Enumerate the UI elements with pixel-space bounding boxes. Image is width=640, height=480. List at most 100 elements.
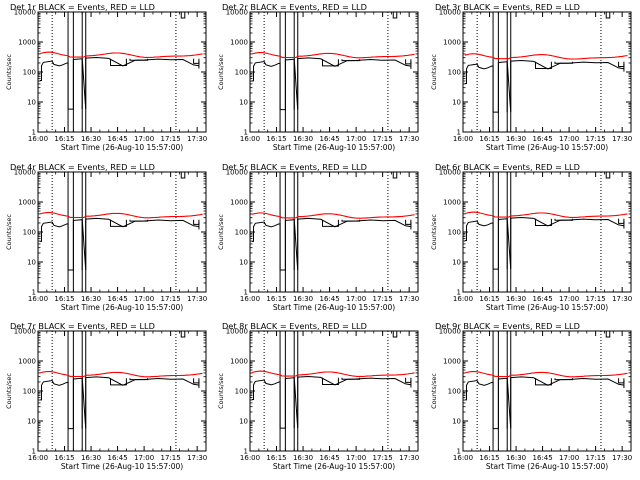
y-tick-label: 100 [448, 388, 461, 396]
plot-frame [37, 330, 207, 452]
top-bracket-marker [392, 12, 398, 19]
lld-series-line [464, 211, 628, 218]
x-tick-label: 16:45 [319, 295, 339, 303]
x-tick-label: 17:00 [559, 454, 579, 462]
y-tick-label: 10 [27, 99, 36, 107]
y-tick-label: 10000 [14, 169, 36, 177]
events-dip-segment [193, 219, 200, 225]
x-tick-label: 16:45 [532, 135, 552, 143]
x-tick-label: 17:00 [559, 135, 579, 143]
plot-title: Det 8r BLACK = Events, RED = LLD [222, 321, 367, 331]
plot-frame [37, 171, 207, 293]
x-tick-label: 16:30 [81, 135, 101, 143]
x-tick-label: 16:45 [107, 454, 127, 462]
events-series-line [251, 217, 411, 271]
x-tick-label: 17:30 [612, 135, 632, 143]
lld-series-line [464, 53, 628, 60]
events-dip-segment [554, 61, 574, 64]
events-dip-segment [193, 58, 200, 64]
y-tick-label: 10 [27, 259, 36, 267]
x-tick-label: 16:45 [532, 454, 552, 462]
x-tick-label: 17:30 [399, 295, 419, 303]
y-tick-label: 10000 [14, 9, 36, 17]
plot-frame [462, 330, 632, 452]
x-tick-label: 16:00 [453, 295, 473, 303]
x-axis-label: Start Time (26-Aug-10 15:57:00) [486, 303, 608, 312]
events-series-line [464, 376, 624, 430]
x-tick-label: 16:30 [81, 295, 101, 303]
y-tick-label: 1000 [18, 199, 36, 207]
x-tick-label: 17:30 [187, 295, 207, 303]
plot-det-4: Det 4r BLACK = Events, RED = LLD Counts/s… [5, 162, 207, 312]
y-axis-label: Counts/sec [5, 214, 13, 250]
events-dip-segment [405, 59, 412, 65]
x-tick-label: 16:15 [479, 295, 499, 303]
x-tick-label: 17:00 [134, 454, 154, 462]
events-dip-segment [535, 218, 552, 226]
events-dip-segment [535, 378, 552, 386]
x-tick-label: 16:00 [240, 135, 260, 143]
y-tick-label: 1 [32, 129, 36, 137]
y-tick-label: 100 [23, 388, 36, 396]
x-tick-label: 17:15 [586, 454, 606, 462]
y-tick-label: 10 [452, 259, 461, 267]
plot-title: Det 5r BLACK = Events, RED = LLD [222, 162, 367, 172]
y-tick-label: 10000 [226, 328, 248, 336]
lld-series-line [39, 51, 203, 58]
x-tick-label: 17:15 [161, 135, 181, 143]
plot-frame [249, 171, 419, 293]
x-tick-label: 17:00 [346, 295, 366, 303]
lld-series-line [39, 370, 203, 378]
lld-series-line [251, 212, 415, 219]
events-series-line [251, 57, 411, 111]
y-tick-label: 10000 [226, 169, 248, 177]
events-dip-segment [129, 219, 149, 222]
plot-frame [249, 330, 419, 452]
x-tick-label: 16:15 [479, 454, 499, 462]
x-tick-label: 17:15 [586, 135, 606, 143]
x-tick-label: 16:00 [28, 135, 48, 143]
plot-det-7: Det 7r BLACK = Events, RED = LLD Counts/s… [5, 321, 207, 471]
x-axis-label: Start Time (26-Aug-10 15:57:00) [61, 143, 183, 152]
x-axis-label: Start Time (26-Aug-10 15:57:00) [273, 462, 395, 471]
x-tick-label: 16:00 [28, 454, 48, 462]
x-tick-label: 16:30 [293, 454, 313, 462]
y-tick-label: 100 [235, 229, 248, 237]
y-axis-label: Counts/sec [430, 373, 438, 409]
plot-det-6: Det 6r BLACK = Events, RED = LLD Counts/s… [430, 162, 632, 312]
x-tick-label: 17:00 [346, 454, 366, 462]
plot-det-2: Det 2r BLACK = Events, RED = LLD Counts/s… [217, 2, 419, 152]
y-tick-label: 10 [239, 418, 248, 426]
top-bracket-marker [605, 172, 611, 179]
plot-det-5: Det 5r BLACK = Events, RED = LLD Counts/s… [217, 162, 419, 312]
events-dip-segment [618, 218, 625, 224]
top-bracket-marker [392, 172, 398, 179]
y-tick-label: 1000 [230, 39, 248, 47]
x-tick-label: 16:30 [506, 454, 526, 462]
y-axis-label: Counts/sec [217, 54, 225, 90]
top-bracket-marker [180, 12, 186, 19]
y-tick-label: 1 [244, 289, 248, 297]
x-tick-label: 17:00 [134, 295, 154, 303]
y-tick-label: 100 [448, 69, 461, 77]
y-tick-label: 10 [239, 99, 248, 107]
plot-det-3: Det 3r BLACK = Events, RED = LLD Counts/s… [430, 2, 632, 152]
events-dip-segment [322, 59, 339, 67]
plot-det-1: Det 1r BLACK = Events, RED = LLD Counts/s… [5, 2, 207, 152]
plot-title: Det 1r BLACK = Events, RED = LLD [10, 2, 155, 12]
events-dip-segment [129, 378, 149, 381]
events-dip-segment [405, 377, 412, 383]
lld-series-line [39, 211, 203, 219]
events-dip-segment [554, 218, 574, 221]
x-tick-label: 16:45 [532, 295, 552, 303]
x-tick-label: 16:00 [453, 135, 473, 143]
y-tick-label: 10 [239, 259, 248, 267]
x-tick-label: 16:00 [453, 454, 473, 462]
x-axis-label: Start Time (26-Aug-10 15:57:00) [273, 143, 395, 152]
y-tick-label: 1000 [443, 39, 461, 47]
x-tick-label: 16:15 [266, 295, 286, 303]
events-dip-segment [341, 219, 361, 222]
y-tick-label: 100 [23, 69, 36, 77]
x-axis-label: Start Time (26-Aug-10 15:57:00) [61, 462, 183, 471]
plot-title: Det 6r BLACK = Events, RED = LLD [435, 162, 580, 172]
